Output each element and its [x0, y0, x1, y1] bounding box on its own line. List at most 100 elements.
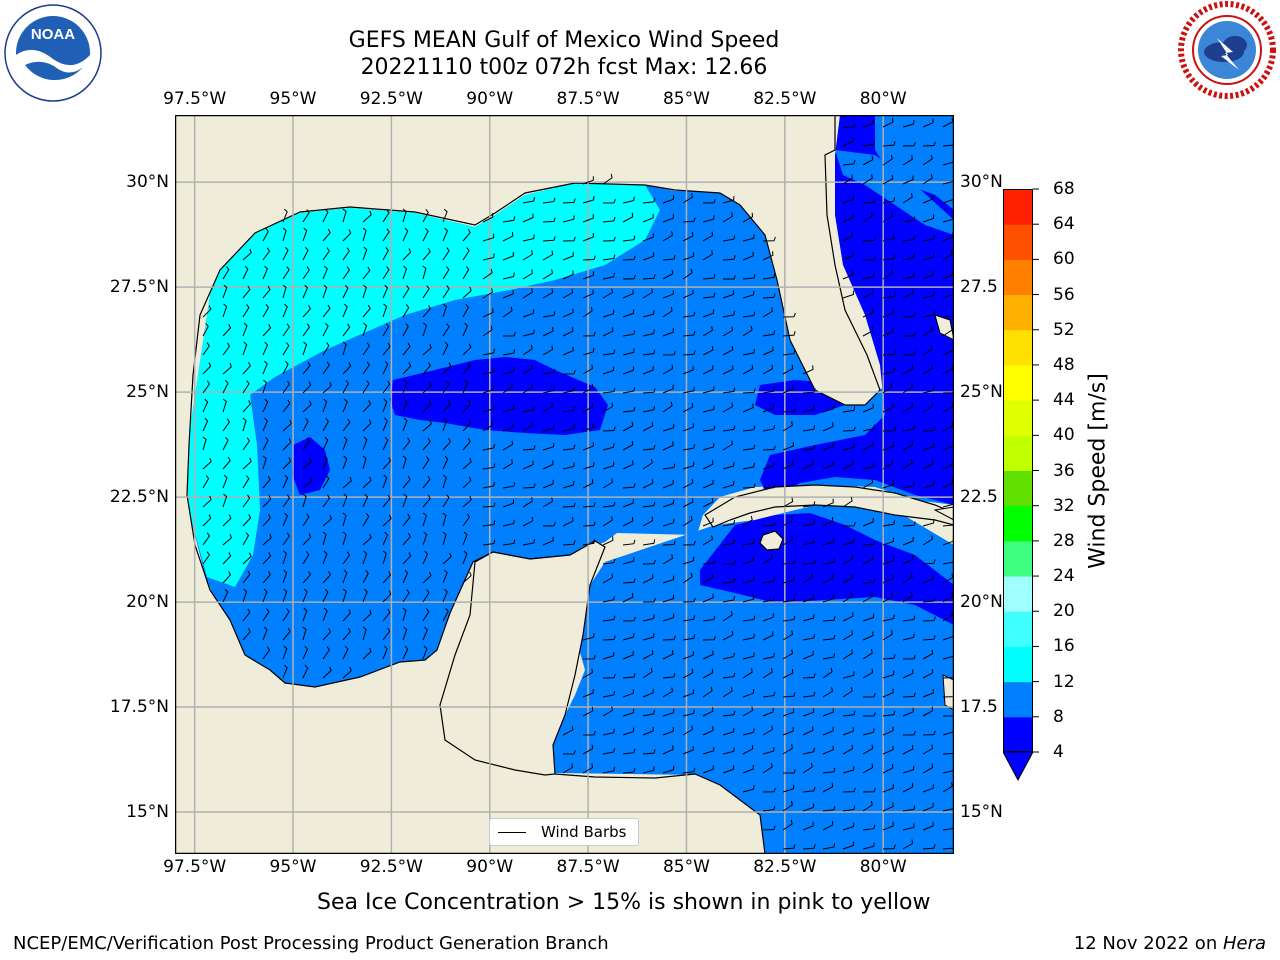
wind-barb	[622, 727, 635, 736]
wind-barb	[522, 329, 535, 337]
wind-barb	[922, 235, 936, 242]
wind-barb	[622, 539, 636, 546]
lat-tick-left: 20°N	[126, 592, 169, 613]
wind-barb	[582, 306, 593, 318]
wind-barb	[522, 483, 536, 489]
wind-barb	[282, 438, 292, 451]
wind-barb	[422, 400, 432, 413]
wind-barb	[322, 265, 328, 280]
wind-barb	[762, 631, 774, 641]
wind-barb	[602, 573, 614, 584]
wind-barb	[222, 436, 229, 451]
wind-barb	[422, 645, 428, 660]
wind-barb	[502, 423, 514, 432]
wind-barb	[262, 304, 270, 318]
wind-barb	[542, 479, 554, 489]
wind-barb	[642, 539, 656, 546]
wind-barb	[542, 236, 556, 242]
wind-barb	[802, 844, 816, 850]
wind-barb	[862, 800, 873, 812]
lat-tick-right: 20°N	[960, 592, 1003, 613]
wind-barb	[242, 588, 248, 603]
wind-barb	[282, 627, 291, 641]
wind-barb	[662, 594, 675, 603]
wind-barb	[282, 284, 287, 299]
wind-barb	[562, 215, 575, 223]
wind-barb	[662, 214, 674, 223]
wind-barb	[562, 236, 576, 242]
wind-barb	[382, 342, 391, 356]
wind-barb	[362, 647, 372, 660]
wind-barb	[882, 844, 896, 850]
wind-barb	[262, 495, 272, 508]
wind-barb	[322, 381, 332, 394]
wind-barb	[922, 689, 934, 698]
wind-barb	[242, 570, 251, 584]
wind-barb	[882, 269, 893, 280]
wind-barb	[282, 266, 290, 280]
wind-barb	[542, 442, 555, 451]
wind-barb	[682, 572, 693, 584]
wind-barb	[822, 634, 836, 641]
wind-barb	[562, 346, 574, 356]
footer-date: 12 Nov 2022 on Hera	[1074, 933, 1266, 954]
wind-barb	[482, 539, 496, 546]
wind-barb	[662, 727, 674, 736]
wind-barb	[842, 460, 854, 470]
wind-barb	[602, 426, 616, 432]
wind-barb	[402, 322, 409, 337]
wind-barb	[762, 236, 776, 242]
wind-barb	[342, 284, 349, 299]
lon-tick-bottom: 95°W	[269, 857, 317, 877]
wind-barb	[702, 559, 716, 565]
wind-barb	[362, 609, 372, 622]
wind-barb	[582, 383, 594, 394]
wind-barb	[862, 555, 874, 565]
wind-barb	[542, 288, 554, 299]
wind-barb	[682, 252, 694, 261]
wind-barb	[762, 825, 776, 831]
wind-barb	[342, 512, 347, 527]
wind-barb	[302, 533, 312, 546]
wind-barb	[282, 419, 292, 432]
wind-barb	[862, 272, 875, 280]
colorbar-band	[1003, 646, 1033, 683]
wind-barb	[882, 614, 895, 622]
wind-barb	[402, 532, 411, 546]
wind-barb	[662, 384, 674, 394]
wind-barb	[322, 646, 331, 660]
wind-barb	[902, 707, 914, 717]
wind-barb	[922, 310, 935, 318]
wind-barb	[742, 689, 754, 698]
wind-barb	[282, 532, 291, 546]
wind-barb	[482, 253, 495, 261]
lon-tick-bottom: 97.5°W	[163, 857, 227, 877]
wind-barb	[782, 727, 794, 736]
wind-barb	[662, 499, 675, 508]
wind-barb	[502, 519, 515, 527]
wind-barb	[582, 539, 596, 546]
wind-barb	[922, 194, 934, 204]
wind-barb	[582, 255, 596, 261]
wind-barb	[582, 196, 595, 204]
wind-barb	[902, 424, 915, 432]
wind-barb	[722, 747, 735, 755]
wind-barb	[922, 844, 936, 850]
wind-barb	[782, 421, 793, 432]
wind-speed-map	[175, 115, 954, 854]
colorbar-tick-label: 16	[1053, 636, 1075, 657]
wind-barb	[882, 763, 894, 774]
wind-barb	[762, 805, 776, 812]
wind-barb	[222, 398, 227, 413]
wind-barb	[282, 399, 291, 413]
wind-barb	[582, 763, 594, 774]
wind-barb	[542, 497, 553, 508]
wind-barb	[442, 512, 447, 527]
lat-tick-left: 17.5°N	[109, 697, 169, 718]
wind-barb	[722, 365, 734, 375]
wind-barb	[802, 747, 815, 755]
wind-barb	[842, 174, 853, 185]
wind-barb	[222, 303, 228, 318]
wind-barb	[542, 402, 553, 413]
wind-barb	[782, 497, 794, 508]
